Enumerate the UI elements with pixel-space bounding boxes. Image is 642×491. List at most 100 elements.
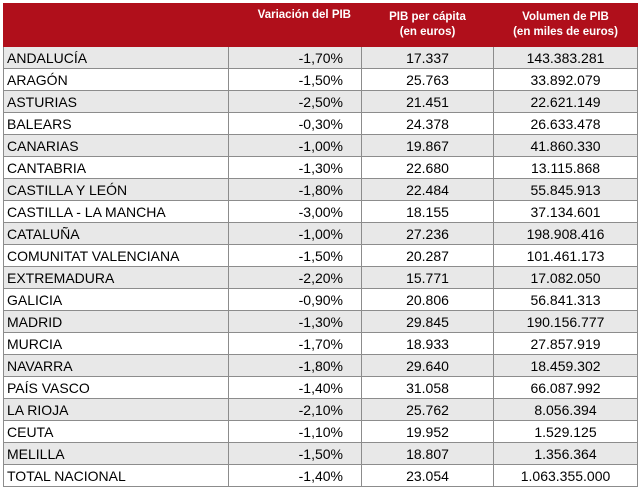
cell-per-capita: 29.845 [361,310,494,333]
cell-per-capita: 19.867 [361,134,494,157]
table-header: Variación del PIB PIB per cápita (en eur… [3,3,638,47]
cell-per-capita: 21.451 [361,90,494,113]
header-volume-line2: (en miles de euros) [513,26,618,38]
cell-variation: -1,30% [228,310,362,333]
table-row: CATALUÑA -1,00% 27.236 198.908.416 [3,222,638,245]
table-row: ARAGÓN -1,50% 25.763 33.892.079 [3,68,638,91]
table-row: CANARIAS -1,00% 19.867 41.860.330 [3,134,638,157]
table-row: MELILLA -1,50% 18.807 1.356.364 [3,442,638,465]
table-row: CASTILLA Y LEÓN -1,80% 22.484 55.845.913 [3,178,638,201]
cell-variation: -1,00% [228,134,362,157]
cell-volume: 37.134.601 [493,200,638,223]
cell-per-capita: 27.236 [361,222,494,245]
header-volume-line1: Volumen de PIB [522,11,609,23]
cell-region: NAVARRA [3,354,229,377]
cell-volume: 143.383.281 [493,46,638,69]
cell-region: PAÍS VASCO [3,376,229,399]
table-row: LA RIOJA -2,10% 25.762 8.056.394 [3,398,638,421]
cell-variation: -0,30% [228,112,362,135]
cell-region: COMUNITAT VALENCIANA [3,244,229,267]
cell-variation: -1,80% [228,178,362,201]
cell-per-capita: 15.771 [361,266,494,289]
cell-volume: 18.459.302 [493,354,638,377]
cell-per-capita: 17.337 [361,46,494,69]
cell-variation: -1,00% [228,222,362,245]
cell-volume: 33.892.079 [493,68,638,91]
cell-region: ANDALUCÍA [3,46,229,69]
table-row: ANDALUCÍA -1,70% 17.337 143.383.281 [3,46,638,69]
cell-variation: -2,50% [228,90,362,113]
cell-per-capita: 20.287 [361,244,494,267]
cell-region: CEUTA [3,420,229,443]
cell-variation: -1,10% [228,420,362,443]
cell-region: CASTILLA - LA MANCHA [3,200,229,223]
header-row: Variación del PIB PIB per cápita (en eur… [3,3,638,47]
cell-volume: 26.633.478 [493,112,638,135]
cell-variation: -1,40% [228,376,362,399]
cell-volume: 17.082.050 [493,266,638,289]
table-row: CASTILLA - LA MANCHA -3,00% 18.155 37.134.6… [3,200,638,223]
cell-variation: -2,20% [228,266,362,289]
cell-volume: 190.156.777 [493,310,638,333]
table-row: COMUNITAT VALENCIANA -1,50% 20.287 101.461.… [3,244,638,267]
cell-volume: 27.857.919 [493,332,638,355]
cell-per-capita: 23.054 [361,464,494,487]
cell-region: MURCIA [3,332,229,355]
cell-volume: 8.056.394 [493,398,638,421]
cell-region: CATALUÑA [3,222,229,245]
cell-variation: -1,30% [228,156,362,179]
table-row: NAVARRA -1,80% 29.640 18.459.302 [3,354,638,377]
cell-per-capita: 22.680 [361,156,494,179]
cell-per-capita: 18.155 [361,200,494,223]
cell-region: TOTAL NACIONAL [3,464,229,487]
cell-variation: -3,00% [228,200,362,223]
cell-variation: -1,70% [228,332,362,355]
cell-per-capita: 24.378 [361,112,494,135]
cell-volume: 55.845.913 [493,178,638,201]
cell-per-capita: 29.640 [361,354,494,377]
cell-region: CASTILLA Y LEÓN [3,178,229,201]
header-volume: Volumen de PIB (en miles de euros) [493,3,638,47]
cell-volume: 101.461.173 [493,244,638,267]
table-row: TOTAL NACIONAL -1,40% 23.054 1.063.355.000 [3,464,638,487]
cell-region: CANTABRIA [3,156,229,179]
cell-per-capita: 18.807 [361,442,494,465]
table-body: ANDALUCÍA -1,70% 17.337 143.383.281 ARAGÓN -1… [3,46,638,487]
table-row: EXTREMADURA -2,20% 15.771 17.082.050 [3,266,638,289]
cell-per-capita: 22.484 [361,178,494,201]
table-row: PAÍS VASCO -1,40% 31.058 66.087.992 [3,376,638,399]
header-per-capita: PIB per cápita (en euros) [361,3,494,47]
cell-variation: -1,80% [228,354,362,377]
header-per-capita-line2: (en euros) [399,26,456,38]
cell-region: GALICIA [3,288,229,311]
cell-volume: 22.621.149 [493,90,638,113]
cell-region: ASTURIAS [3,90,229,113]
cell-region: BALEARS [3,112,229,135]
cell-volume: 198.908.416 [493,222,638,245]
cell-per-capita: 25.763 [361,68,494,91]
cell-volume: 1.529.125 [493,420,638,443]
cell-per-capita: 19.952 [361,420,494,443]
cell-volume: 1.356.364 [493,442,638,465]
table-row: BALEARS -0,30% 24.378 26.633.478 [3,112,638,135]
table-row: ASTURIAS -2,50% 21.451 22.621.149 [3,90,638,113]
cell-per-capita: 20.806 [361,288,494,311]
cell-variation: -1,40% [228,464,362,487]
gdp-table: Variación del PIB PIB per cápita (en eur… [3,3,638,487]
cell-region: EXTREMADURA [3,266,229,289]
cell-volume: 1.063.355.000 [493,464,638,487]
cell-variation: -1,70% [228,46,362,69]
table-row: CEUTA -1,10% 19.952 1.529.125 [3,420,638,443]
cell-variation: -2,10% [228,398,362,421]
header-variation: Variación del PIB [228,3,362,47]
cell-volume: 41.860.330 [493,134,638,157]
cell-variation: -1,50% [228,68,362,91]
cell-region: ARAGÓN [3,68,229,91]
table-row: MURCIA -1,70% 18.933 27.857.919 [3,332,638,355]
cell-variation: -1,50% [228,442,362,465]
table-row: CANTABRIA -1,30% 22.680 13.115.868 [3,156,638,179]
cell-variation: -0,90% [228,288,362,311]
table-row: GALICIA -0,90% 20.806 56.841.313 [3,288,638,311]
cell-volume: 66.087.992 [493,376,638,399]
cell-variation: -1,50% [228,244,362,267]
